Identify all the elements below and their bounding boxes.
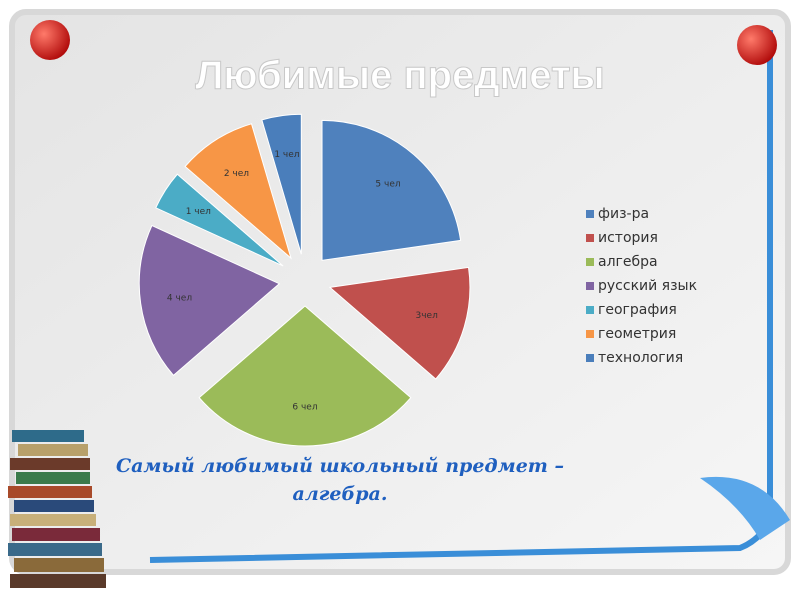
pie-slice bbox=[328, 266, 471, 380]
legend-label: алгебра bbox=[598, 254, 658, 270]
pin bbox=[737, 25, 777, 65]
pie-slice bbox=[138, 224, 281, 377]
data-label: 6 чел bbox=[292, 402, 317, 412]
legend-label: история bbox=[598, 230, 658, 246]
legend-swatch bbox=[586, 306, 594, 314]
pie-slice bbox=[261, 113, 302, 255]
data-label: 1 чел bbox=[274, 150, 299, 160]
pie-slice bbox=[198, 305, 412, 447]
legend-label: физ-ра bbox=[598, 206, 649, 222]
legend-swatch bbox=[586, 354, 594, 362]
data-label: 5 чел bbox=[375, 180, 400, 190]
legend-label: география bbox=[598, 302, 677, 318]
legend-swatch bbox=[586, 282, 594, 290]
books bbox=[8, 430, 106, 588]
pin bbox=[30, 20, 70, 60]
legend-label: русский язык bbox=[598, 278, 697, 294]
pie-slice bbox=[321, 119, 462, 261]
pie-slice bbox=[184, 123, 292, 260]
data-label: 3чел bbox=[415, 311, 437, 321]
data-label: 1 чел bbox=[186, 207, 211, 217]
legend-swatch bbox=[586, 210, 594, 218]
page-curl bbox=[700, 476, 790, 540]
legend-label: технология bbox=[598, 350, 683, 366]
annotation: Самый любимый школьный предмет – алгебра… bbox=[115, 455, 564, 505]
pie-slice bbox=[155, 173, 284, 267]
legend-label: геометрия bbox=[598, 326, 676, 342]
data-label: 4 чел bbox=[167, 294, 192, 304]
legend-swatch bbox=[586, 330, 594, 338]
data-label: 2 чел bbox=[224, 169, 249, 179]
legend-swatch bbox=[586, 258, 594, 266]
legend-swatch bbox=[586, 234, 594, 242]
chart-title: Любимые предметы bbox=[195, 54, 604, 98]
